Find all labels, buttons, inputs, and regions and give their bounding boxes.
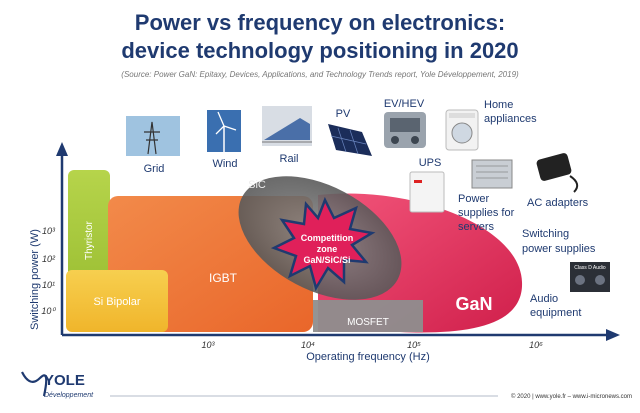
- x-tick-label: 10³: [201, 340, 215, 350]
- x-tick-label: 10⁴: [301, 340, 315, 350]
- ac-adapters-label: AC adapters: [527, 197, 589, 209]
- wind-turbine-icon: [207, 110, 241, 152]
- x-tick-label: 10⁶: [529, 340, 543, 350]
- slide-title-line2: device technology positioning in 2020: [121, 38, 519, 63]
- footer-copyright: © 2020 | www.yole.fr – www.i-micronews.c…: [511, 393, 632, 400]
- power-supplies-label-line1: Power: [458, 193, 490, 205]
- ac-adapter-icon: [536, 153, 579, 193]
- mosfet-label: MOSFET: [347, 317, 389, 328]
- wind-label: Wind: [212, 158, 237, 170]
- power-supplies-label-line2: supplies for: [458, 207, 515, 219]
- grid-label: Grid: [144, 163, 165, 175]
- rail-train-icon: [262, 106, 312, 146]
- y-tick-label: 10²: [42, 254, 56, 264]
- switching-label-line1: Switching: [522, 228, 569, 240]
- audio-label-line1: Audio: [530, 293, 558, 305]
- yole-logo: YOLE Développement: [21, 371, 94, 399]
- pv-label: PV: [336, 108, 351, 120]
- y-axis-arrow: [56, 142, 68, 156]
- yole-swoosh-icon: [21, 371, 48, 397]
- y-tick-label: 10¹: [42, 280, 55, 290]
- audio-label-line2: equipment: [530, 307, 581, 319]
- y-tick-label: 10⁰: [41, 306, 56, 316]
- igbt-label: IGBT: [209, 271, 238, 285]
- switching-label-line2: power supplies: [522, 243, 596, 255]
- grid-pylon-icon: [126, 116, 180, 156]
- competition-zone-starburst: [270, 196, 376, 292]
- pv-panel-icon: [328, 124, 372, 156]
- power-supplies-label-line3: servers: [458, 221, 495, 233]
- y-tick-labels: 10⁰ 10¹ 10² 10³: [41, 226, 56, 316]
- si-bipolar-region: [66, 270, 168, 332]
- gan-label: GaN: [455, 294, 492, 314]
- ev-hev-label: EV/HEV: [384, 98, 425, 110]
- x-axis-arrow: [606, 329, 620, 341]
- mosfet-region: [313, 300, 423, 332]
- x-tick-labels: 10³ 10⁴ 10⁵ 10⁶: [201, 340, 543, 350]
- rail-label: Rail: [280, 153, 299, 165]
- ups-label: UPS: [419, 157, 442, 169]
- y-axis-label: Switching power (W): [29, 229, 41, 330]
- home-appliances-label-line1: Home: [484, 99, 513, 111]
- slide-title-line1: Power vs frequency on electronics:: [134, 10, 506, 35]
- x-axis-label: Operating frequency (Hz): [306, 351, 430, 363]
- x-tick-label: 10⁵: [407, 340, 421, 350]
- washing-machine-icon: [445, 109, 479, 151]
- ev-engine-icon: [384, 112, 426, 148]
- yole-logo-subtext: Développement: [44, 392, 94, 399]
- competition-label-line3: GaN/SiC/Si: [303, 255, 350, 265]
- yole-logo-text: YOLE: [44, 372, 85, 389]
- server-psu-icon: [471, 159, 513, 189]
- competition-label-line1: Competition: [301, 233, 354, 243]
- home-appliances-label-line2: appliances: [484, 113, 537, 125]
- class-d-audio-icon: [570, 262, 610, 292]
- sic-label: SiC: [248, 179, 266, 191]
- si-bipolar-label: Si Bipolar: [93, 296, 140, 308]
- y-tick-label: 10³: [42, 226, 56, 236]
- class-d-audio-label: Class D Audio: [574, 265, 606, 271]
- source-note: (Source: Power GaN: Epitaxy, Devices, Ap…: [121, 70, 519, 79]
- thyristor-label: Thyristor: [84, 220, 95, 260]
- competition-label-line2: zone: [317, 244, 338, 254]
- ups-unit-icon: [409, 171, 445, 213]
